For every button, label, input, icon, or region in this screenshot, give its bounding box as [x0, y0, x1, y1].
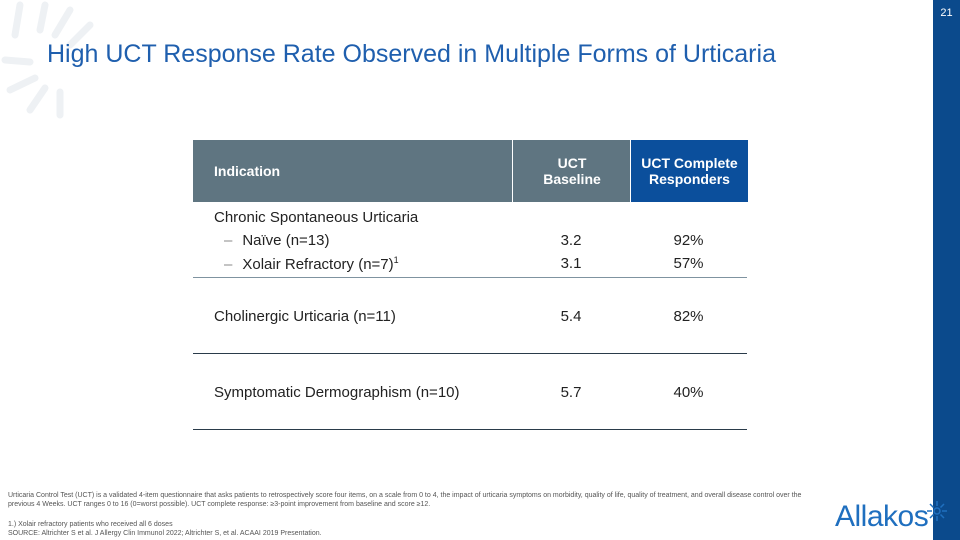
row-label: – Xolair Refractory (n=7)1 — [224, 255, 399, 273]
footnote: 1.) Xolair refractory patients who recei… — [8, 521, 173, 528]
side-bar — [933, 0, 960, 540]
row-label: Symptomatic Dermographism (n=10) — [214, 384, 460, 401]
row-rule — [193, 429, 747, 430]
footnote: Urticaria Control Test (UCT) is a valida… — [8, 492, 802, 508]
responders: 40% — [673, 384, 704, 401]
slide-number: 21 — [940, 7, 953, 19]
decoration — [1, 1, 94, 119]
header-text: UCT Baseline — [543, 155, 601, 187]
row-label-text: Naïve (n=13) — [242, 232, 330, 249]
logo-mark — [927, 501, 947, 521]
group-label: Chronic Spontaneous Urticaria — [214, 209, 419, 226]
footnote-ref: 1 — [393, 255, 399, 265]
row-rule — [193, 353, 747, 354]
baseline: 3.1 — [560, 255, 582, 272]
responders: 92% — [673, 232, 704, 249]
header-text: UCT Complete Responders — [641, 155, 738, 187]
row-label-text: Xolair Refractory (n=7) — [242, 256, 394, 273]
row-label: Cholinergic Urticaria (n=11) — [214, 308, 396, 325]
responders: 57% — [673, 255, 704, 272]
row-rule — [193, 277, 747, 278]
header-text: Indication — [214, 163, 281, 179]
title: High UCT Response Rate Observed in Multi… — [47, 40, 776, 68]
header-cell: UCT Complete Responders — [630, 140, 748, 202]
footnote: SOURCE: Altrichter S et al. J Allergy Cl… — [8, 530, 322, 537]
logo: Allakos — [835, 500, 929, 533]
baseline: 5.7 — [560, 384, 582, 401]
row-label: – Naïve (n=13) — [224, 232, 330, 249]
responders: 82% — [673, 308, 704, 325]
header-cell: Indication — [193, 140, 512, 202]
header-cell: UCT Baseline — [512, 140, 631, 202]
baseline: 3.2 — [560, 232, 582, 249]
baseline: 5.4 — [560, 308, 582, 325]
